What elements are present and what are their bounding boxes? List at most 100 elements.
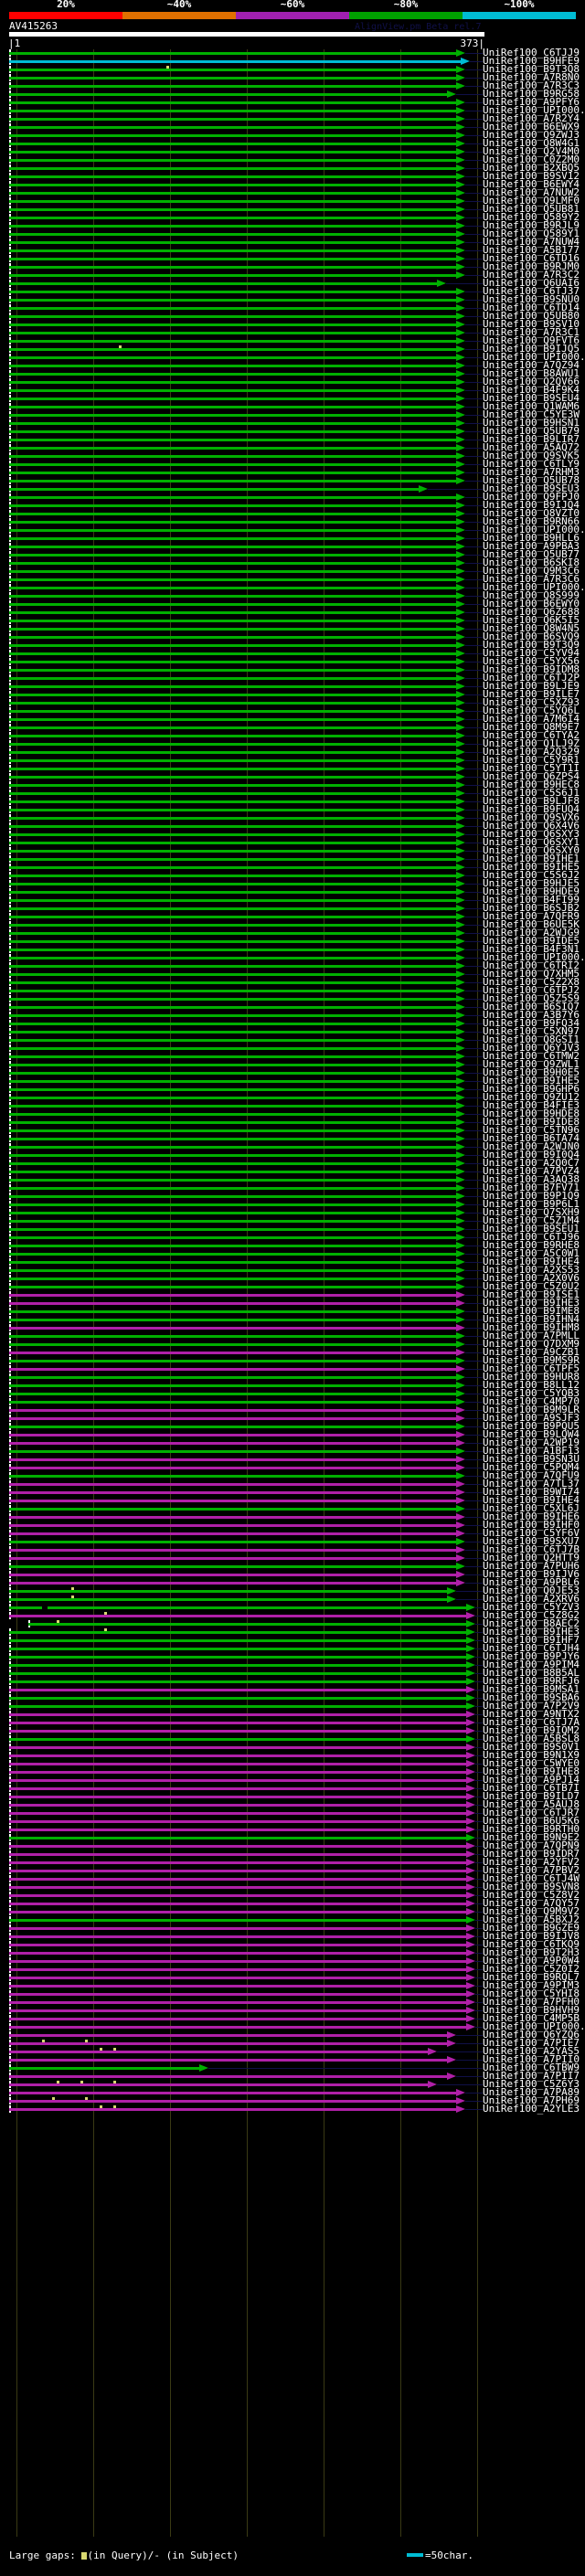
hsp-bar[interactable] bbox=[9, 1820, 466, 1823]
hsp-bar[interactable] bbox=[9, 1286, 457, 1288]
subject-id-label[interactable]: UniRef100_A2YAS5 bbox=[483, 2045, 580, 2057]
subject-id-label[interactable]: UniRef100_A7TL37 bbox=[483, 1478, 580, 1489]
hsp-bar[interactable] bbox=[9, 217, 457, 219]
subject-id-label[interactable]: UniRef100_B4F3N1 bbox=[483, 943, 580, 955]
subject-id-label[interactable]: UniRef100_C5Z0I2 bbox=[483, 1963, 580, 1975]
hsp-bar[interactable] bbox=[9, 151, 457, 154]
subject-id-label[interactable]: UniRef100_B8AEC2 bbox=[483, 1617, 580, 1629]
hsp-bar[interactable] bbox=[9, 175, 457, 178]
subject-id-label[interactable]: UniRef100_B6UE5K bbox=[483, 918, 580, 930]
alignment-row[interactable]: UniRef100_B9P1Q9 bbox=[0, 1191, 585, 1202]
hsp-bar[interactable] bbox=[9, 1804, 466, 1807]
subject-id-label[interactable]: UniRef100_B9IDM8 bbox=[483, 663, 580, 675]
subject-id-label[interactable]: UniRef100_A7QFR9 bbox=[483, 910, 580, 922]
alignment-row[interactable]: UniRef100_B9M9LR bbox=[0, 1405, 585, 1415]
hsp-bar[interactable] bbox=[9, 1220, 457, 1223]
hsp-bar[interactable] bbox=[9, 1606, 466, 1609]
hsp-bar[interactable] bbox=[9, 990, 457, 992]
subject-id-label[interactable]: UniRef100_B9IQM2 bbox=[483, 1724, 580, 1736]
subject-id-label[interactable]: UniRef100_A7PA89 bbox=[483, 2086, 580, 2098]
subject-id-label[interactable]: UniRef100_UPI000.. bbox=[483, 2020, 585, 2032]
hsp-bar[interactable] bbox=[9, 2108, 457, 2111]
subject-id-label[interactable]: UniRef100_A7PII7 bbox=[483, 2070, 580, 2082]
hsp-bar[interactable] bbox=[9, 1384, 457, 1387]
subject-id-label[interactable]: UniRef100_Q5UB80 bbox=[483, 310, 580, 322]
alignment-row[interactable]: UniRef100_A2WP19 bbox=[0, 1437, 585, 1448]
hsp-bar[interactable] bbox=[9, 2075, 447, 2078]
hsp-bar[interactable] bbox=[9, 1968, 466, 1971]
alignment-row[interactable]: UniRef100_Q9ZWL1 bbox=[0, 1059, 585, 1070]
hsp-bar[interactable] bbox=[9, 1294, 457, 1297]
hsp-bar[interactable] bbox=[9, 1861, 466, 1864]
subject-id-label[interactable]: UniRef100_A5AQ72 bbox=[483, 441, 580, 453]
hsp-bar[interactable] bbox=[9, 2067, 200, 2070]
subject-id-label[interactable]: UniRef100_B9IJQ4 bbox=[483, 499, 580, 511]
hsp-bar[interactable] bbox=[9, 110, 457, 112]
hsp-bar[interactable] bbox=[9, 200, 457, 203]
alignment-row[interactable]: UniRef100_Q1WAM6 bbox=[0, 401, 585, 412]
subject-id-label[interactable]: UniRef100_B9ILE7 bbox=[483, 688, 580, 700]
alignment-row[interactable]: UniRef100_B6SJB2 bbox=[0, 903, 585, 914]
subject-id-label[interactable]: UniRef100_Q6SXY0 bbox=[483, 844, 580, 856]
alignment-row[interactable]: UniRef100_C6TJ7B bbox=[0, 1544, 585, 1555]
alignment-row[interactable]: UniRef100_A7R3C1 bbox=[0, 327, 585, 338]
subject-id-label[interactable]: UniRef100_B8LL12 bbox=[483, 1379, 580, 1391]
alignment-row[interactable]: UniRef100_C6TYA2 bbox=[0, 730, 585, 741]
hsp-bar[interactable] bbox=[9, 751, 457, 754]
hsp-bar[interactable] bbox=[9, 85, 457, 88]
hsp-bar[interactable] bbox=[9, 1146, 457, 1149]
alignment-row[interactable]: UniRef100_Q6ZPS4 bbox=[0, 771, 585, 782]
subject-id-label[interactable]: UniRef100_B9HSN1 bbox=[483, 417, 580, 429]
alignment-row[interactable]: UniRef100_Q5UB77 bbox=[0, 549, 585, 560]
subject-id-label[interactable]: UniRef100_C5S6J1 bbox=[483, 787, 580, 799]
hsp-bar[interactable] bbox=[9, 891, 457, 894]
alignment-row[interactable]: UniRef100_Q8M9E7 bbox=[0, 722, 585, 733]
hsp-bar[interactable] bbox=[9, 1360, 457, 1362]
subject-id-label[interactable]: UniRef100_B9T3Q9 bbox=[483, 639, 580, 651]
alignment-row[interactable]: UniRef100_B8LL12 bbox=[0, 1379, 585, 1391]
subject-id-label[interactable]: UniRef100_Q7XHM5 bbox=[483, 968, 580, 980]
hsp-bar[interactable] bbox=[9, 776, 457, 779]
subject-id-label[interactable]: UniRef100_C0Z2M0 bbox=[483, 154, 580, 165]
alignment-row[interactable]: UniRef100_C6TKQ9 bbox=[0, 1939, 585, 1950]
hsp-bar[interactable] bbox=[9, 1491, 457, 1494]
alignment-row[interactable]: UniRef100_B9IHE3 bbox=[0, 1298, 585, 1309]
hsp-bar[interactable] bbox=[9, 1952, 466, 1955]
subject-id-label[interactable]: UniRef100_B9IHE6 bbox=[483, 1511, 580, 1522]
alignment-row[interactable]: UniRef100_Q2QV66 bbox=[0, 376, 585, 387]
hsp-bar[interactable] bbox=[9, 208, 457, 211]
alignment-row[interactable]: UniRef100_UPI000.. bbox=[0, 525, 585, 535]
alignment-row[interactable]: UniRef100_Q9M3C6 bbox=[0, 566, 585, 577]
subject-id-label[interactable]: UniRef100_C6TLY9 bbox=[483, 458, 580, 470]
subject-id-label[interactable]: UniRef100_A7PBV2 bbox=[483, 1864, 580, 1876]
hsp-bar[interactable] bbox=[9, 274, 457, 277]
hsp-bar[interactable] bbox=[9, 1977, 466, 1979]
hsp-bar[interactable] bbox=[9, 1886, 466, 1889]
subject-id-label[interactable]: UniRef100_B9N9E2 bbox=[483, 1831, 580, 1843]
alignment-row[interactable]: UniRef100_A7PFH0 bbox=[0, 1997, 585, 2008]
hsp-bar[interactable] bbox=[9, 77, 457, 80]
subject-id-label[interactable]: UniRef100_B9IHE1 bbox=[483, 853, 580, 864]
subject-id-label[interactable]: UniRef100_Q6SXY3 bbox=[483, 828, 580, 840]
hsp-bar[interactable] bbox=[9, 93, 447, 96]
alignment-row[interactable]: UniRef100_A2Q329 bbox=[0, 747, 585, 758]
hsp-bar[interactable] bbox=[9, 463, 457, 466]
alignment-row[interactable]: UniRef100_Q6K5I5 bbox=[0, 615, 585, 626]
hsp-bar[interactable] bbox=[9, 1911, 466, 1913]
alignment-row[interactable]: UniRef100_A9PBL6 bbox=[0, 1577, 585, 1588]
hsp-bar[interactable] bbox=[9, 940, 457, 943]
hsp-bar[interactable] bbox=[9, 1549, 457, 1552]
hsp-bar[interactable] bbox=[9, 866, 457, 869]
alignment-row[interactable]: UniRef100_B6UE5K bbox=[0, 918, 585, 930]
subject-id-label[interactable]: UniRef100_B4F9K4 bbox=[483, 384, 580, 396]
subject-id-label[interactable]: UniRef100_C5YHI8 bbox=[483, 1988, 580, 1999]
alignment-row[interactable]: UniRef100_C5Z2X8 bbox=[0, 977, 585, 988]
alignment-row[interactable]: UniRef100_B6U5K6 bbox=[0, 1816, 585, 1827]
subject-id-label[interactable]: UniRef100_C6TJJ9 bbox=[483, 47, 580, 58]
alignment-row[interactable]: UniRef100_Q1LJ9Z bbox=[0, 738, 585, 749]
alignment-row[interactable]: UniRef100_B9IHE3 bbox=[0, 1627, 585, 1638]
subject-id-label[interactable]: UniRef100_A7NUW2 bbox=[483, 186, 580, 198]
subject-id-label[interactable]: UniRef100_A7PVZ4 bbox=[483, 1165, 580, 1177]
subject-id-label[interactable]: UniRef100_B9H0E5 bbox=[483, 1066, 580, 1078]
alignment-row[interactable]: UniRef100_B9HUR8 bbox=[0, 1372, 585, 1383]
